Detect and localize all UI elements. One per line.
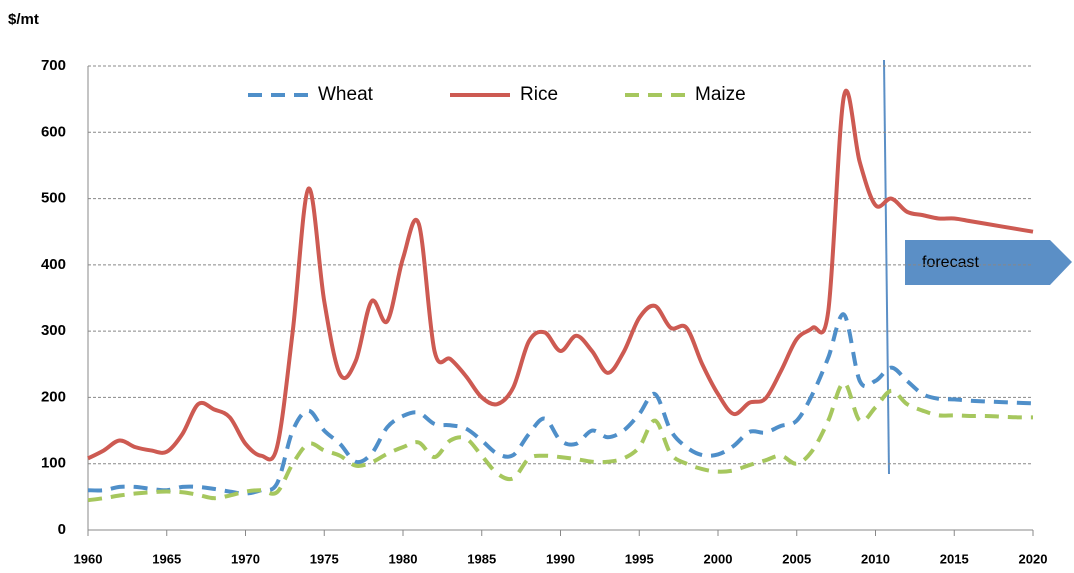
legend-label: Maize bbox=[695, 84, 746, 105]
x-tick-label: 1960 bbox=[74, 551, 103, 566]
x-tick-label: 1965 bbox=[152, 551, 181, 566]
legend-label: Wheat bbox=[318, 84, 374, 105]
y-tick-label: 700 bbox=[41, 57, 66, 74]
x-tick-label: 1985 bbox=[467, 551, 496, 566]
forecast-label: forecast bbox=[922, 254, 979, 271]
x-tick-label: 1990 bbox=[546, 551, 575, 566]
y-tick-label: 0 bbox=[58, 521, 66, 538]
x-tick-label: 2015 bbox=[940, 551, 969, 566]
legend-label: Rice bbox=[520, 84, 558, 105]
y-tick-label: 300 bbox=[41, 322, 66, 339]
x-tick-label: 1980 bbox=[389, 551, 418, 566]
y-tick-label: 600 bbox=[41, 123, 66, 140]
y-tick-label: 400 bbox=[41, 256, 66, 273]
forecast-line bbox=[883, 59, 890, 475]
x-tick-label: 1970 bbox=[231, 551, 260, 566]
y-tick-label: 500 bbox=[41, 190, 66, 207]
series-line bbox=[87, 380, 1034, 503]
x-tick-label: 2020 bbox=[1019, 551, 1048, 566]
x-tick-label: 2010 bbox=[861, 551, 890, 566]
forecast-arrow bbox=[905, 240, 1072, 285]
x-tick-label: 2005 bbox=[782, 551, 811, 566]
series-line bbox=[87, 312, 1034, 496]
y-tick-label: 200 bbox=[41, 388, 66, 405]
x-tick-label: 1975 bbox=[310, 551, 339, 566]
series-line bbox=[87, 89, 1034, 462]
x-tick-label: 2000 bbox=[704, 551, 733, 566]
y-tick-label: 100 bbox=[41, 455, 66, 472]
y-axis-label: $/mt bbox=[8, 11, 39, 28]
x-tick-label: 1995 bbox=[625, 551, 654, 566]
